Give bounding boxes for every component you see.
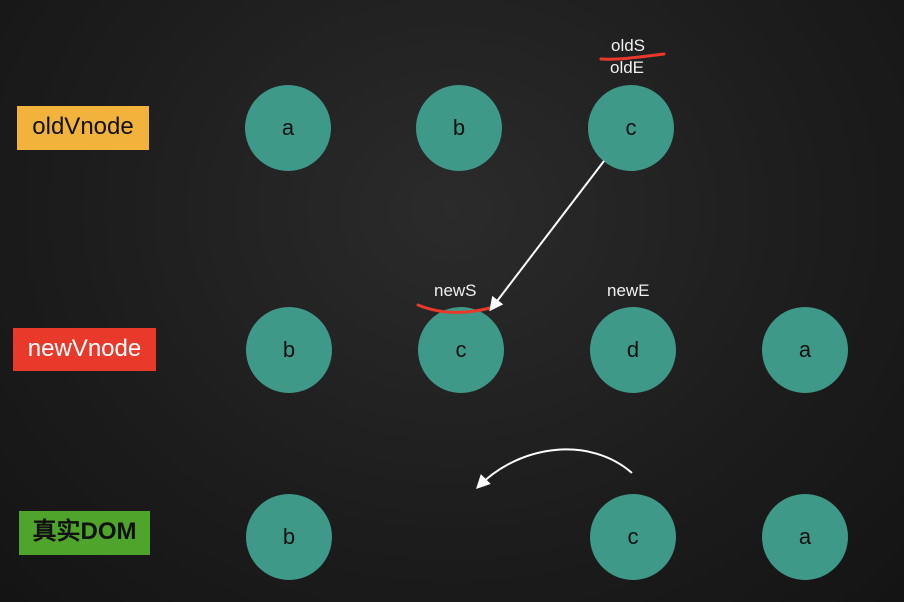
old-node-c: c xyxy=(588,85,674,171)
new-start-pointer: newS xyxy=(434,281,477,300)
match-arrow xyxy=(489,160,605,312)
new-end-pointer: newE xyxy=(607,281,650,300)
old-start-pointer: oldS xyxy=(611,36,646,55)
new-node-b: b xyxy=(246,307,332,393)
dom-node-b: b xyxy=(246,494,332,580)
newvnode-label: newVnode xyxy=(13,328,156,371)
old-node-b: b xyxy=(416,85,502,171)
move-arrow xyxy=(476,448,633,490)
old-end-pointer: oldE xyxy=(610,58,645,77)
dom-node-c: c xyxy=(590,494,676,580)
old-node-a: a xyxy=(245,85,331,171)
new-node-c: c xyxy=(418,307,504,393)
new-node-a: a xyxy=(762,307,848,393)
dom-node-a: a xyxy=(762,494,848,580)
real-dom-label: 真实DOM xyxy=(19,511,150,555)
oldvnode-label: oldVnode xyxy=(17,106,149,150)
new-node-d: d xyxy=(590,307,676,393)
